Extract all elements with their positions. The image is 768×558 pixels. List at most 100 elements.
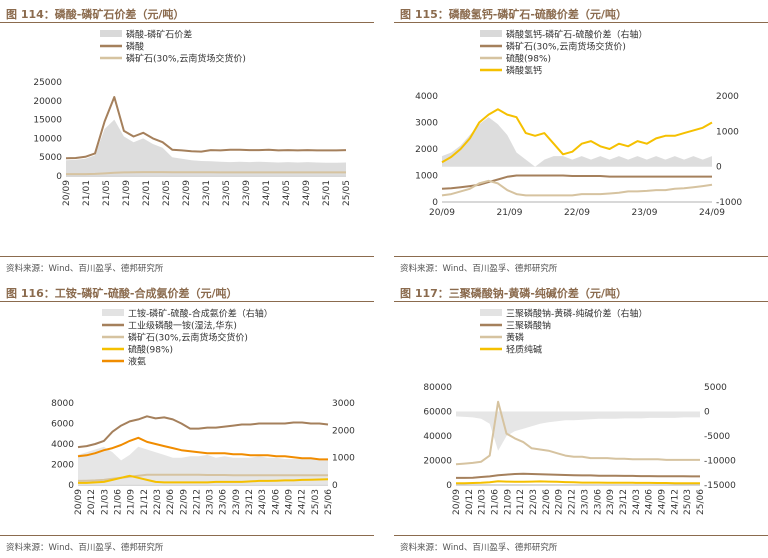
y-tick-label: 8000 bbox=[51, 399, 74, 409]
chart-panel-114: 图 114：磷酸-磷矿石价差（元/吨） 磷酸-磷矿石价差 磷酸 磷矿石(30%,云南… bbox=[0, 0, 374, 279]
x-tick-label: 22/09 bbox=[555, 489, 565, 515]
y-tick-label: 20000 bbox=[33, 97, 62, 107]
series-area bbox=[442, 117, 712, 167]
title-rule bbox=[394, 22, 768, 23]
x-tick-label: 21/09 bbox=[127, 489, 137, 515]
x-tick-label: 20/09 bbox=[74, 489, 84, 515]
x-tick-label: 20/09 bbox=[429, 208, 455, 218]
x-tick-label: 22/09 bbox=[179, 489, 189, 515]
x-tick-label: 23/09 bbox=[232, 489, 242, 515]
title-rule bbox=[394, 301, 768, 302]
series-line bbox=[441, 174, 712, 190]
legend-label: 磷矿石(30%,云南货场交货价) bbox=[506, 41, 626, 53]
y2-tick-label: -10000 bbox=[704, 457, 736, 467]
y2-tick-label: 0 bbox=[332, 481, 338, 491]
x-tick-label: 23/03 bbox=[580, 489, 590, 515]
x-tick-label: 25/03 bbox=[311, 489, 321, 515]
legend-swatch-area bbox=[480, 30, 502, 37]
x-tick-label: 24/12 bbox=[670, 489, 680, 515]
chart-title: 图 116：工铵-磷矿-硫酸-合成氨价差（元/吨） bbox=[6, 287, 238, 300]
legend-label: 硫酸(98%) bbox=[128, 344, 173, 356]
x-tick-label: 24/01 bbox=[262, 180, 272, 206]
series-line bbox=[456, 472, 700, 479]
y-tick-label: 1000 bbox=[415, 172, 438, 182]
series-line bbox=[77, 415, 329, 449]
x-tick-label: 22/05 bbox=[162, 180, 172, 206]
chart-svg: 工铵-磷矿-硫酸-合成氨价差（右轴）工业级磷酸一铵(湿法,华东)磷矿石(30%,… bbox=[51, 308, 355, 515]
x-tick-label: 21/05 bbox=[102, 180, 112, 206]
legend-label: 轻质纯碱 bbox=[506, 344, 542, 356]
legend-label: 磷酸氢钙 bbox=[506, 65, 542, 77]
y-tick-label: 2000 bbox=[51, 461, 74, 471]
x-tick-label: 22/01 bbox=[142, 180, 152, 206]
x-tick-label: 20/12 bbox=[465, 489, 475, 515]
source-rule bbox=[394, 535, 768, 536]
chart-panel-115: 图 115：磷酸氢钙-磷矿石-硫酸价差（元/吨） 磷酸氢钙-磷矿石-硫酸价差（右… bbox=[394, 0, 768, 279]
source-rule bbox=[394, 256, 768, 257]
series-area bbox=[66, 119, 346, 176]
legend-label: 磷酸-磷矿石价差 bbox=[126, 29, 192, 41]
x-tick-label: 21/03 bbox=[478, 489, 488, 515]
y-tick-label: 0 bbox=[56, 172, 62, 182]
chart-panel-116: 图 116：工铵-磷矿-硫酸-合成氨价差（元/吨） 工铵-磷矿-硫酸-合成氨价差… bbox=[0, 279, 374, 558]
x-tick-label: 20/12 bbox=[87, 489, 97, 515]
legend-swatch-area bbox=[102, 309, 124, 316]
title-rule bbox=[0, 301, 374, 302]
source-note: 资料来源：Wind、百川盈孚、德邦研究所 bbox=[400, 264, 558, 274]
x-tick-label: 25/06 bbox=[324, 489, 334, 515]
y2-tick-label: 3000 bbox=[332, 399, 355, 409]
x-tick-label: 25/06 bbox=[696, 489, 706, 515]
legend-swatch-area bbox=[100, 30, 122, 37]
source-rule bbox=[0, 535, 374, 536]
x-tick-label: 24/05 bbox=[282, 180, 292, 206]
x-tick-label: 23/06 bbox=[593, 489, 603, 515]
y2-tick-label: 5000 bbox=[704, 383, 727, 393]
x-tick-label: 24/06 bbox=[271, 489, 281, 515]
source-note: 资料来源：Wind、百川盈孚、德邦研究所 bbox=[400, 543, 558, 553]
x-tick-label: 22/09 bbox=[564, 208, 590, 218]
source-note: 资料来源：Wind、百川盈孚、德邦研究所 bbox=[6, 264, 164, 274]
series-line bbox=[441, 108, 713, 164]
x-tick-label: 22/12 bbox=[192, 489, 202, 515]
x-tick-label: 21/09 bbox=[497, 208, 523, 218]
y-tick-label: 15000 bbox=[33, 116, 62, 126]
x-tick-label: 23/01 bbox=[202, 180, 212, 206]
title-rule bbox=[0, 22, 374, 23]
x-tick-label: 25/01 bbox=[322, 180, 332, 206]
y-tick-label: 5000 bbox=[39, 153, 62, 163]
x-tick-label: 24/06 bbox=[645, 489, 655, 515]
y-tick-label: 10000 bbox=[33, 134, 62, 144]
x-tick-label: 24/09 bbox=[302, 180, 312, 206]
x-tick-label: 21/12 bbox=[516, 489, 526, 515]
x-tick-label: 22/06 bbox=[166, 489, 176, 515]
x-tick-label: 25/03 bbox=[683, 489, 693, 515]
y-tick-label: 6000 bbox=[51, 420, 74, 430]
x-tick-label: 22/12 bbox=[568, 489, 578, 515]
legend-label: 黄磷 bbox=[506, 332, 524, 344]
y-tick-label: 20000 bbox=[423, 457, 452, 467]
y2-tick-label: 0 bbox=[704, 408, 710, 418]
series-line bbox=[455, 400, 700, 466]
x-tick-label: 24/03 bbox=[258, 489, 268, 515]
series-line bbox=[65, 96, 347, 160]
legend-label: 三聚磷酸钠-黄磷-纯碱价差（右轴） bbox=[506, 308, 648, 320]
chart-title: 图 115：磷酸氢钙-磷矿石-硫酸价差（元/吨） bbox=[400, 8, 627, 21]
legend-label: 磷矿石(30%,云南货场交货价) bbox=[128, 332, 248, 344]
x-tick-label: 23/09 bbox=[242, 180, 252, 206]
x-tick-label: 23/09 bbox=[632, 208, 658, 218]
legend-swatch-area bbox=[480, 309, 502, 316]
x-tick-label: 25/05 bbox=[342, 180, 352, 206]
legend-label: 工铵-磷矿-硫酸-合成氨价差（右轴） bbox=[128, 308, 273, 320]
x-tick-label: 21/09 bbox=[503, 489, 513, 515]
y-tick-label: 4000 bbox=[51, 440, 74, 450]
x-tick-label: 22/09 bbox=[182, 180, 192, 206]
legend-label: 磷酸氢钙-磷矿石-硫酸价差（右轴） bbox=[506, 29, 648, 41]
y2-tick-label: -5000 bbox=[704, 432, 730, 442]
chart-title: 图 117：三聚磷酸钠-黄磷-纯碱价差（元/吨） bbox=[400, 287, 627, 300]
x-tick-label: 23/09 bbox=[606, 489, 616, 515]
y2-tick-label: -15000 bbox=[704, 481, 736, 491]
legend-label: 硫酸(98%) bbox=[506, 53, 551, 65]
y-tick-label: 3000 bbox=[415, 119, 438, 129]
y-tick-label: 80000 bbox=[423, 383, 452, 393]
